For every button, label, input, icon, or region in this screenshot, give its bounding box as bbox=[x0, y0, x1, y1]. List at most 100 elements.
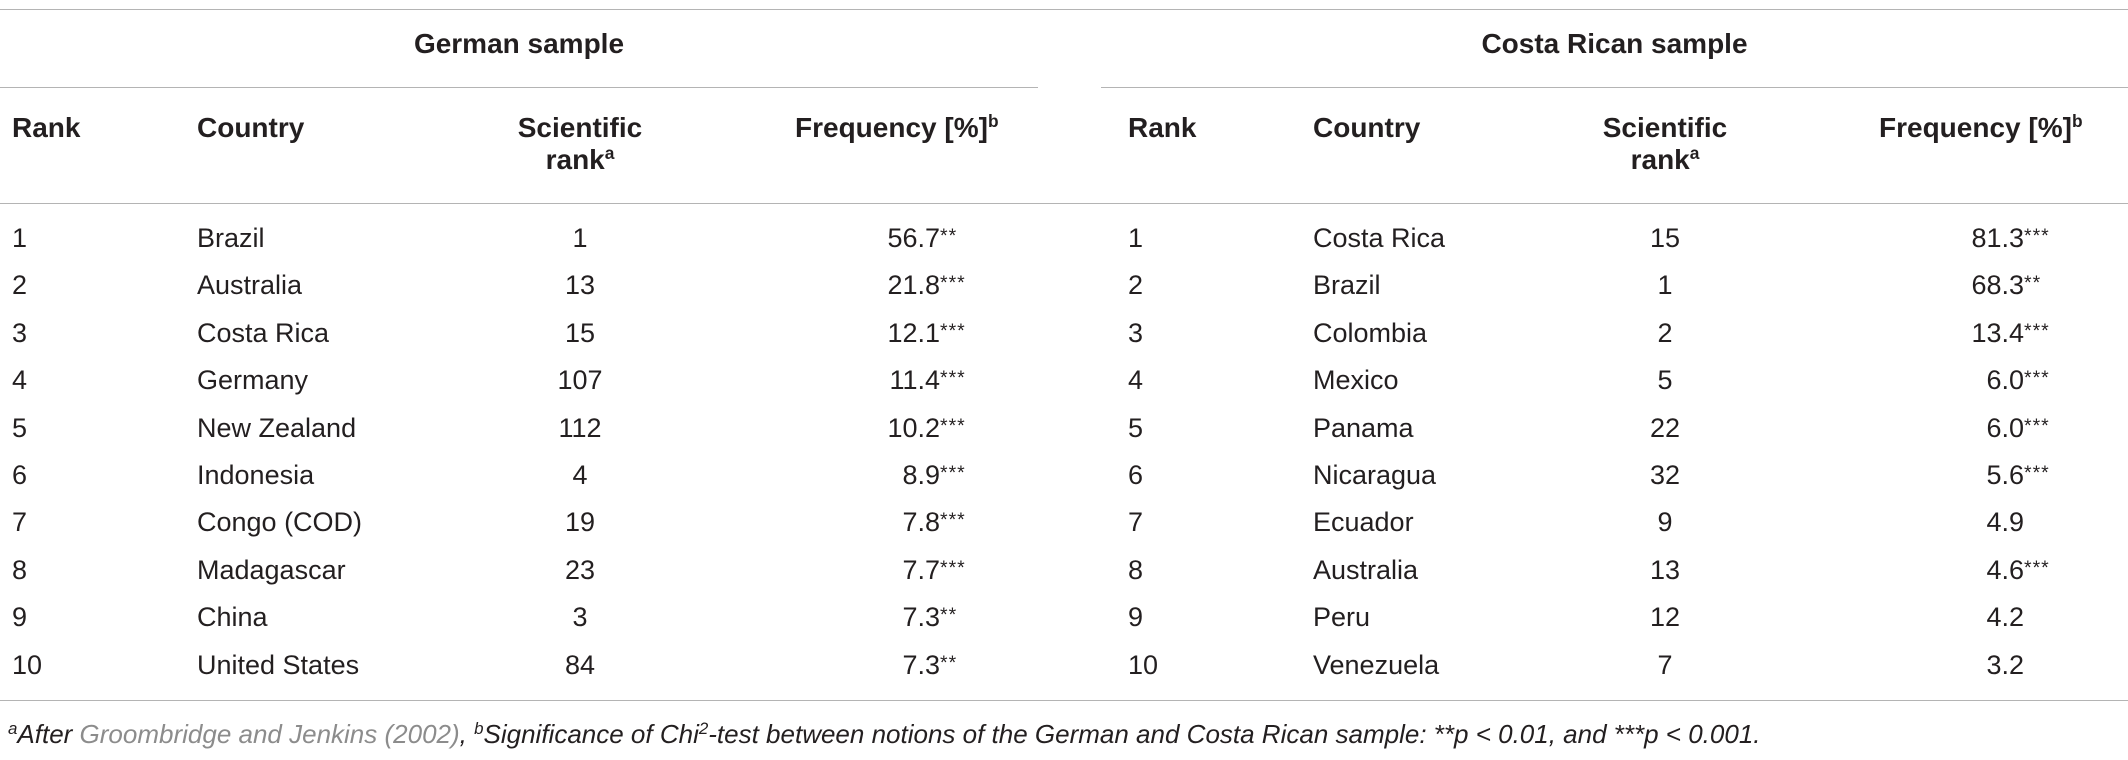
frequency-value: 3.2 bbox=[1986, 650, 2024, 680]
significance-stars: *** bbox=[2024, 319, 2050, 342]
frequency-value: 10.2 bbox=[887, 413, 940, 443]
german-row-scientific-rank: 13 bbox=[564, 270, 596, 300]
costa-rican-row-scientific-rank: 13 bbox=[1649, 555, 1681, 585]
german-row-country: Costa Rica bbox=[197, 318, 330, 348]
frequency-value: 68.3 bbox=[1971, 270, 2024, 300]
significance-stars: *** bbox=[2024, 366, 2050, 389]
costa-rican-row-frequency: 5.6*** bbox=[1954, 459, 2084, 494]
costa-rican-row-rank: 6 bbox=[1128, 460, 1144, 490]
costa-rican-row-country: Australia bbox=[1313, 555, 1419, 585]
german-row-country: Congo (COD) bbox=[197, 507, 363, 537]
significance-stars: *** bbox=[2024, 414, 2050, 437]
costa-rican-row-frequency: 6.0*** bbox=[1954, 412, 2084, 447]
costa-rican-group-rule bbox=[1101, 87, 2128, 88]
german-row-country: United States bbox=[197, 650, 360, 680]
german-frequency-header: Frequency [%]b bbox=[795, 111, 999, 143]
costa-rican-row-scientific-rank: 15 bbox=[1649, 223, 1681, 253]
header-rule bbox=[0, 203, 2128, 204]
costa-rican-rank-header: Rank bbox=[1128, 112, 1197, 143]
german-row-scientific-rank: 84 bbox=[564, 650, 596, 680]
costa-rican-row-frequency: 4.9 bbox=[1954, 506, 2084, 541]
german-row-scientific-rank: 19 bbox=[564, 507, 596, 537]
costa-rican-sample-title: Costa Rican sample bbox=[1481, 28, 1748, 59]
german-row-scientific-rank: 112 bbox=[558, 413, 602, 443]
frequency-value: 4.9 bbox=[1986, 507, 2024, 537]
significance-stars: ** bbox=[940, 651, 958, 674]
german-row-rank: 1 bbox=[12, 223, 28, 253]
bottom-rule bbox=[0, 700, 2128, 701]
german-row-rank: 8 bbox=[12, 555, 28, 585]
german-row-country: Indonesia bbox=[197, 460, 315, 490]
german-row-scientific-rank: 1 bbox=[572, 223, 588, 253]
costa-rican-row-frequency: 81.3*** bbox=[1954, 222, 2084, 257]
german-row-scientific-rank: 23 bbox=[564, 555, 596, 585]
top-rule bbox=[0, 9, 2128, 10]
costa-rican-row-scientific-rank: 9 bbox=[1657, 507, 1673, 537]
costa-rican-row-rank: 5 bbox=[1128, 413, 1144, 443]
significance-stars: *** bbox=[940, 508, 966, 531]
costa-rican-row-country: Brazil bbox=[1313, 270, 1381, 300]
significance-stars: *** bbox=[940, 414, 966, 437]
costa-rican-row-scientific-rank: 5 bbox=[1657, 365, 1673, 395]
costa-rican-row-country: Venezuela bbox=[1313, 650, 1440, 680]
significance-stars: *** bbox=[940, 271, 966, 294]
german-row-country: Australia bbox=[197, 270, 303, 300]
frequency-value: 11.4 bbox=[889, 365, 940, 395]
german-row-scientific-rank: 4 bbox=[572, 460, 588, 490]
german-row-frequency: 7.3** bbox=[870, 649, 1000, 684]
costa-rican-row-rank: 7 bbox=[1128, 507, 1144, 537]
german-rank-header: Rank bbox=[12, 112, 81, 143]
frequency-value: 4.6 bbox=[1986, 555, 2024, 585]
frequency-value: 7.7 bbox=[902, 555, 940, 585]
significance-stars: *** bbox=[2024, 224, 2050, 247]
significance-stars: *** bbox=[940, 319, 966, 342]
costa-rican-row-country: Peru bbox=[1313, 602, 1371, 632]
costa-rican-row-country: Ecuador bbox=[1313, 507, 1414, 537]
frequency-value: 12.1 bbox=[887, 318, 940, 348]
costa-rican-row-country: Nicaragua bbox=[1313, 460, 1437, 490]
german-row-frequency: 10.2*** bbox=[870, 412, 1000, 447]
costa-rican-country-header: Country bbox=[1313, 112, 1421, 143]
german-row-rank: 6 bbox=[12, 460, 28, 490]
costa-rican-row-country: Panama bbox=[1313, 413, 1414, 443]
frequency-value: 6.0 bbox=[1986, 413, 2024, 443]
reference-link[interactable]: Groombridge and Jenkins (2002) bbox=[79, 719, 460, 749]
costa-rican-row-frequency: 6.0*** bbox=[1954, 364, 2084, 399]
german-row-country: Germany bbox=[197, 365, 309, 395]
costa-rican-row-scientific-rank: 7 bbox=[1657, 650, 1673, 680]
german-sample-title: German sample bbox=[413, 28, 625, 59]
costa-rican-row-rank: 2 bbox=[1128, 270, 1144, 300]
costa-rican-frequency-header: Frequency [%]b bbox=[1879, 111, 2083, 143]
costa-rican-row-country: Costa Rica bbox=[1313, 223, 1446, 253]
frequency-value: 7.3 bbox=[902, 602, 940, 632]
german-row-frequency: 12.1*** bbox=[870, 317, 1000, 352]
frequency-value: 56.7 bbox=[887, 223, 940, 253]
german-row-rank: 9 bbox=[12, 602, 28, 632]
significance-stars: *** bbox=[940, 366, 966, 389]
frequency-value: 7.8 bbox=[902, 507, 940, 537]
frequency-value: 8.9 bbox=[902, 460, 940, 490]
german-row-country: New Zealand bbox=[197, 413, 357, 443]
frequency-value: 81.3 bbox=[1971, 223, 2024, 253]
german-row-frequency: 7.8*** bbox=[870, 506, 1000, 541]
german-row-rank: 7 bbox=[12, 507, 28, 537]
german-row-scientific-rank: 107 bbox=[557, 365, 603, 395]
german-row-frequency: 7.7*** bbox=[870, 554, 1000, 589]
costa-rican-row-rank: 8 bbox=[1128, 555, 1144, 585]
german-row-rank: 3 bbox=[12, 318, 28, 348]
frequency-value: 21.8 bbox=[887, 270, 940, 300]
significance-stars: *** bbox=[940, 556, 966, 579]
frequency-value: 5.6 bbox=[1986, 460, 2024, 490]
german-country-header: Country bbox=[197, 112, 305, 143]
costa-rican-row-frequency: 3.2 bbox=[1954, 649, 2084, 684]
significance-stars: ** bbox=[2024, 271, 2042, 294]
frequency-value: 13.4 bbox=[1971, 318, 2024, 348]
german-row-frequency: 21.8*** bbox=[870, 269, 1000, 304]
costa-rican-row-frequency: 4.2 bbox=[1954, 601, 2084, 636]
costa-rican-row-scientific-rank: 22 bbox=[1649, 413, 1681, 443]
german-row-scientific-rank: 15 bbox=[564, 318, 596, 348]
costa-rican-row-rank: 3 bbox=[1128, 318, 1144, 348]
costa-rican-row-scientific-rank: 2 bbox=[1657, 318, 1673, 348]
costa-rican-row-rank: 9 bbox=[1128, 602, 1144, 632]
costa-rican-row-scientific-rank: 1 bbox=[1657, 270, 1673, 300]
